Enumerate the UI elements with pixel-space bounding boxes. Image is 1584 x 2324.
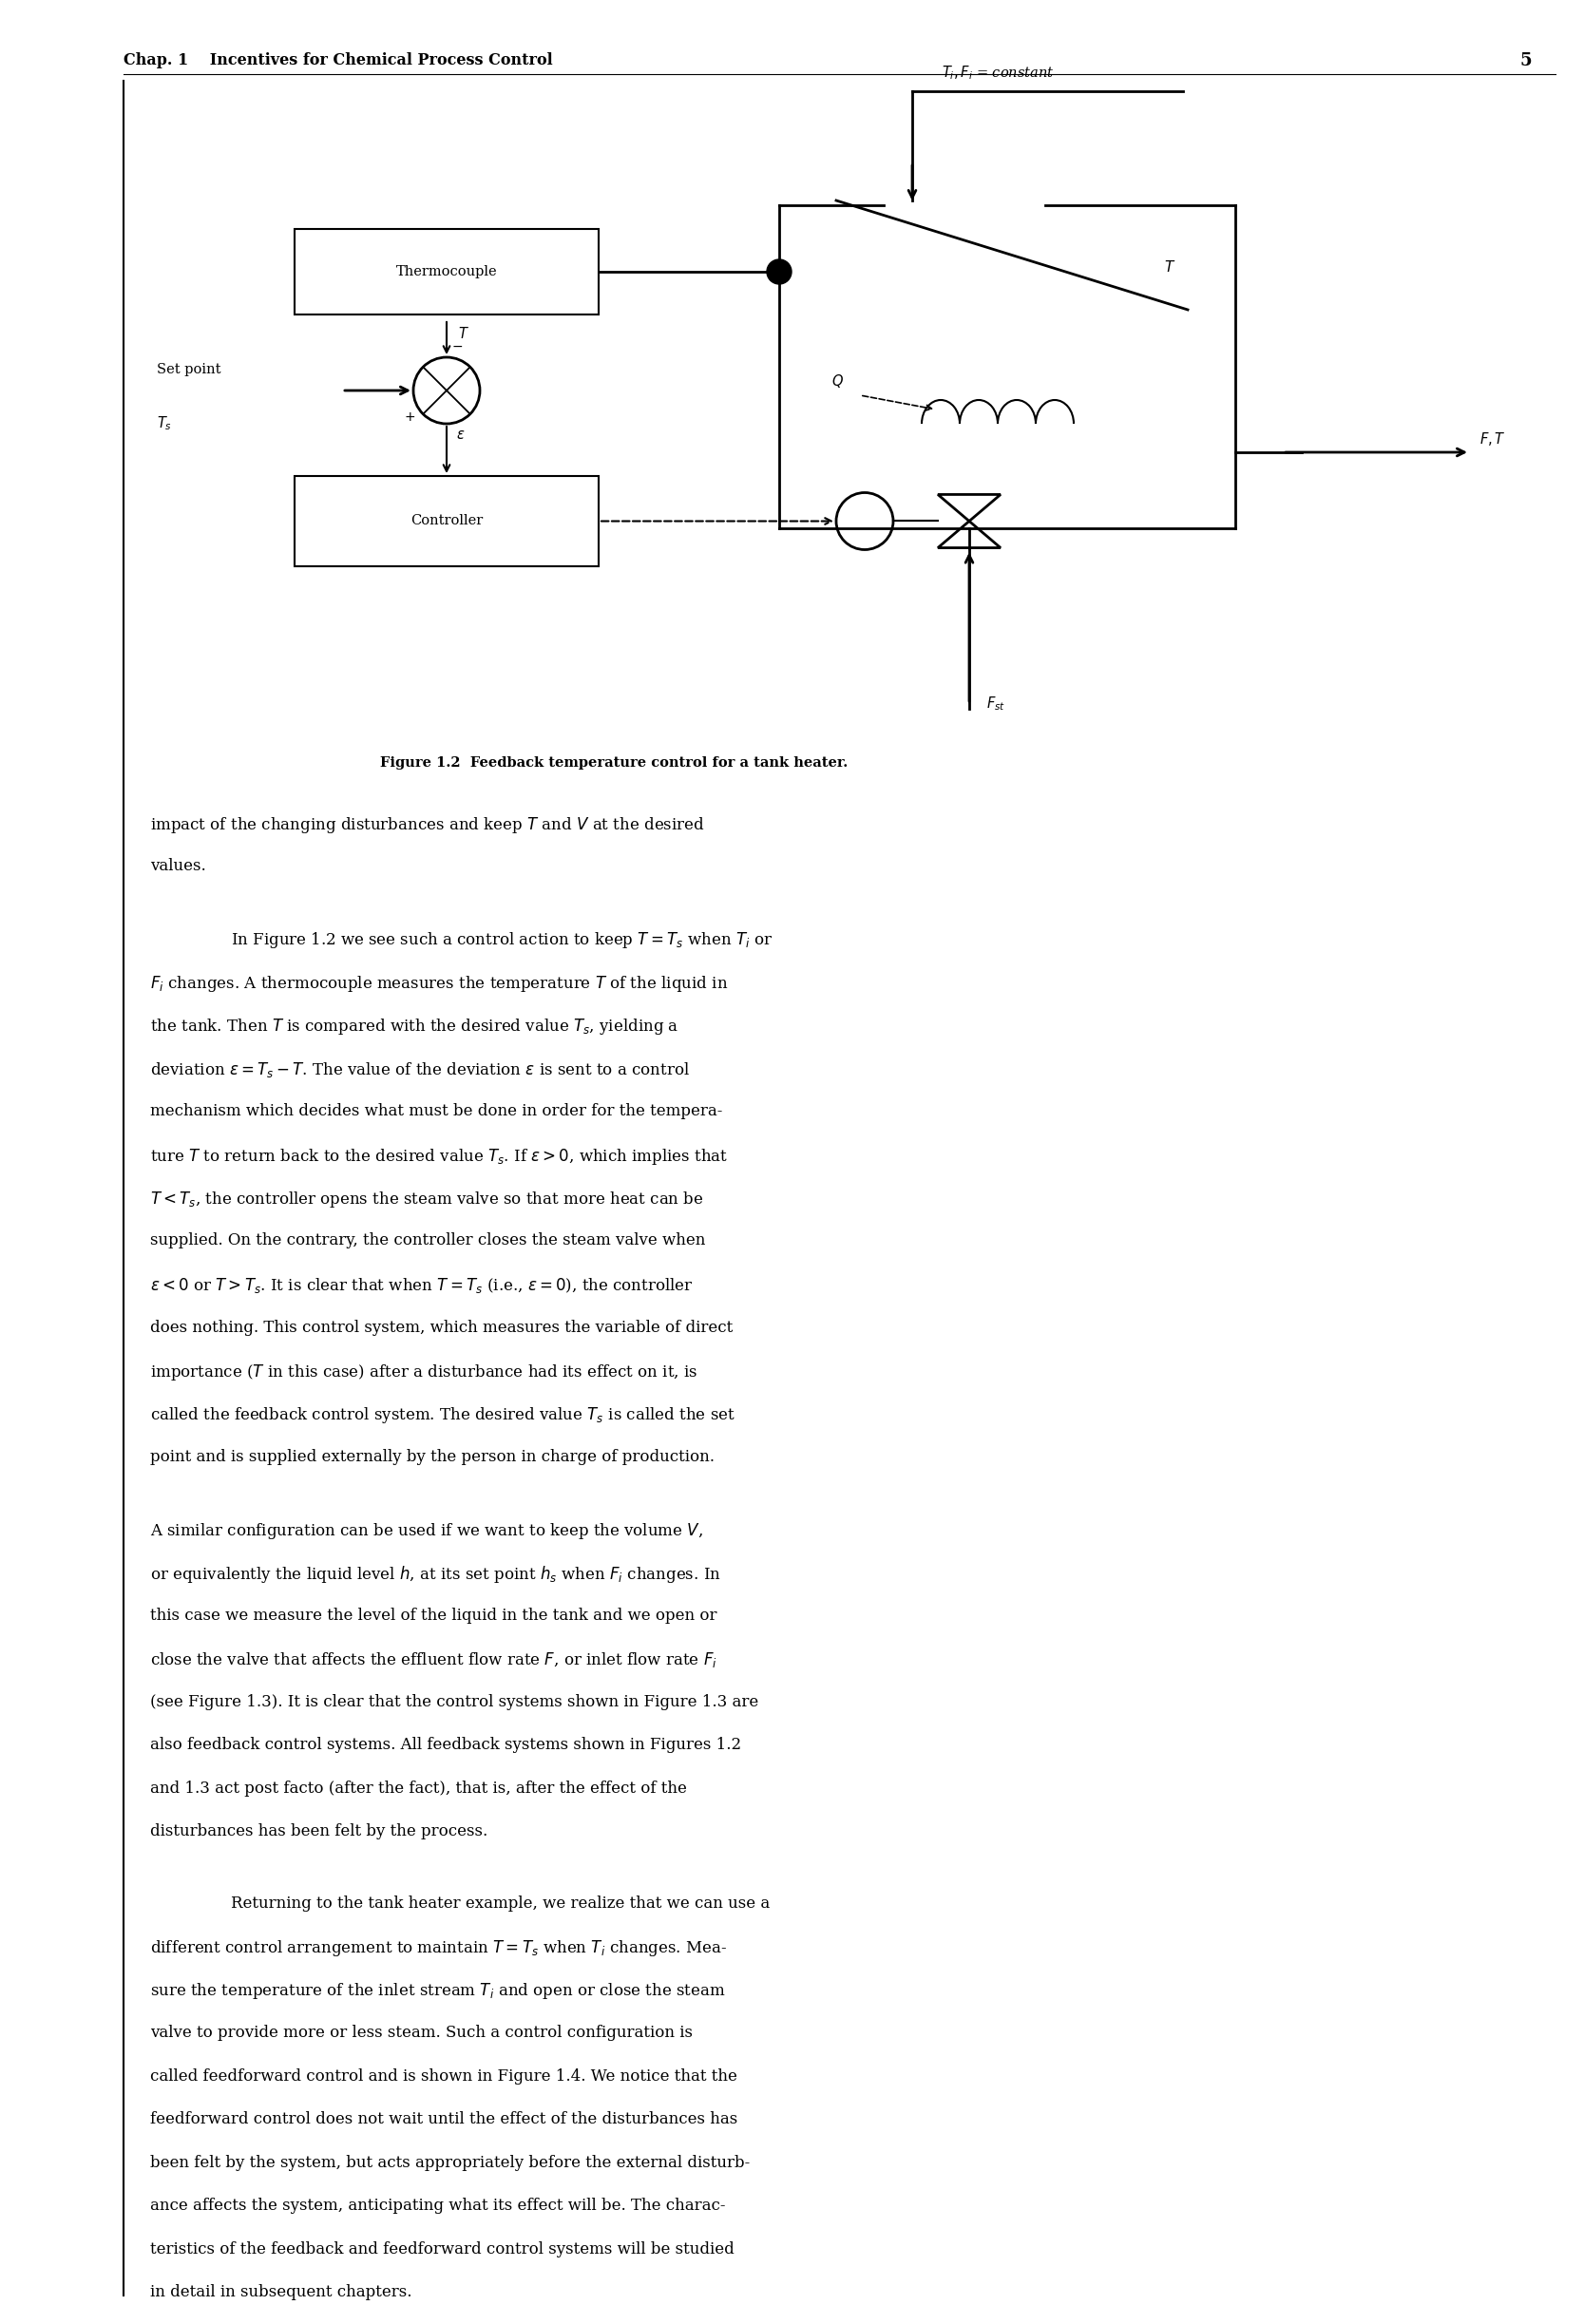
Text: $T < T_s$, the controller opens the steam valve so that more heat can be: $T < T_s$, the controller opens the stea… bbox=[150, 1190, 703, 1208]
Text: this case we measure the level of the liquid in the tank and we open or: this case we measure the level of the li… bbox=[150, 1608, 718, 1622]
Text: Figure 1.2  Feedback temperature control for a tank heater.: Figure 1.2 Feedback temperature control … bbox=[380, 755, 847, 769]
Text: Controller: Controller bbox=[410, 514, 483, 528]
Text: In Figure 1.2 we see such a control action to keep $T = T_s$ when $T_i$ or: In Figure 1.2 we see such a control acti… bbox=[231, 930, 773, 951]
Text: 5: 5 bbox=[1519, 51, 1532, 70]
Text: ance affects the system, anticipating what its effect will be. The charac-: ance affects the system, anticipating wh… bbox=[150, 2199, 725, 2215]
Text: mechanism which decides what must be done in order for the tempera-: mechanism which decides what must be don… bbox=[150, 1104, 722, 1120]
FancyBboxPatch shape bbox=[295, 476, 599, 567]
Text: feedforward control does not wait until the effect of the disturbances has: feedforward control does not wait until … bbox=[150, 2110, 738, 2126]
Text: A similar configuration can be used if we want to keep the volume $V$,: A similar configuration can be used if w… bbox=[150, 1520, 703, 1541]
Text: values.: values. bbox=[150, 858, 206, 874]
Text: supplied. On the contrary, the controller closes the steam valve when: supplied. On the contrary, the controlle… bbox=[150, 1232, 705, 1248]
Text: sure the temperature of the inlet stream $T_i$ and open or close the steam: sure the temperature of the inlet stream… bbox=[150, 1982, 725, 2001]
Text: $\varepsilon$: $\varepsilon$ bbox=[456, 428, 466, 442]
Text: the tank. Then $T$ is compared with the desired value $T_s$, yielding a: the tank. Then $T$ is compared with the … bbox=[150, 1016, 680, 1037]
Text: impact of the changing disturbances and keep $T$ and $V$ at the desired: impact of the changing disturbances and … bbox=[150, 816, 705, 834]
Text: Thermocouple: Thermocouple bbox=[396, 265, 497, 279]
Text: $+$: $+$ bbox=[404, 411, 415, 423]
Text: $F_i$ changes. A thermocouple measures the temperature $T$ of the liquid in: $F_i$ changes. A thermocouple measures t… bbox=[150, 974, 729, 992]
Text: disturbances has been felt by the process.: disturbances has been felt by the proces… bbox=[150, 1824, 488, 1838]
Circle shape bbox=[767, 260, 792, 284]
Text: Returning to the tank heater example, we realize that we can use a: Returning to the tank heater example, we… bbox=[231, 1894, 770, 1910]
Text: $F_{st}$: $F_{st}$ bbox=[987, 695, 1006, 713]
Text: $T$: $T$ bbox=[458, 325, 469, 342]
Text: Set point: Set point bbox=[157, 363, 220, 376]
FancyBboxPatch shape bbox=[295, 230, 599, 314]
Text: does nothing. This control system, which measures the variable of direct: does nothing. This control system, which… bbox=[150, 1320, 733, 1336]
Text: deviation $\varepsilon = T_s - T$. The value of the deviation $\varepsilon$ is s: deviation $\varepsilon = T_s - T$. The v… bbox=[150, 1060, 689, 1078]
Text: valve to provide more or less steam. Such a control configuration is: valve to provide more or less steam. Suc… bbox=[150, 2024, 692, 2040]
Text: been felt by the system, but acts appropriately before the external disturb-: been felt by the system, but acts approp… bbox=[150, 2154, 749, 2171]
Text: $F, T$: $F, T$ bbox=[1479, 430, 1506, 449]
Text: in detail in subsequent chapters.: in detail in subsequent chapters. bbox=[150, 2284, 412, 2301]
Text: $T_s$: $T_s$ bbox=[157, 416, 173, 432]
Text: ture $T$ to return back to the desired value $T_s$. If $\varepsilon > 0$, which : ture $T$ to return back to the desired v… bbox=[150, 1146, 729, 1167]
Text: $Q$: $Q$ bbox=[832, 372, 844, 390]
Text: different control arrangement to maintain $T = T_s$ when $T_i$ changes. Mea-: different control arrangement to maintai… bbox=[150, 1938, 727, 1959]
Text: $T$: $T$ bbox=[1164, 260, 1175, 274]
Text: importance ($T$ in this case) after a disturbance had its effect on it, is: importance ($T$ in this case) after a di… bbox=[150, 1362, 697, 1383]
Text: teristics of the feedback and feedforward control systems will be studied: teristics of the feedback and feedforwar… bbox=[150, 2240, 735, 2257]
Text: called feedforward control and is shown in Figure 1.4. We notice that the: called feedforward control and is shown … bbox=[150, 2068, 737, 2085]
Text: (see Figure 1.3). It is clear that the control systems shown in Figure 1.3 are: (see Figure 1.3). It is clear that the c… bbox=[150, 1694, 759, 1710]
Text: point and is supplied externally by the person in charge of production.: point and is supplied externally by the … bbox=[150, 1448, 714, 1464]
Text: $-$: $-$ bbox=[451, 339, 463, 353]
Text: called the feedback control system. The desired value $T_s$ is called the set: called the feedback control system. The … bbox=[150, 1406, 735, 1425]
Text: Chap. 1    Incentives for Chemical Process Control: Chap. 1 Incentives for Chemical Process … bbox=[124, 51, 553, 67]
Text: also feedback control systems. All feedback systems shown in Figures 1.2: also feedback control systems. All feedb… bbox=[150, 1736, 741, 1752]
Text: or equivalently the liquid level $h$, at its set point $h_s$ when $F_i$ changes.: or equivalently the liquid level $h$, at… bbox=[150, 1564, 721, 1585]
Text: $\varepsilon < 0$ or $T > T_s$. It is clear that when $T = T_s$ (i.e., $\varepsi: $\varepsilon < 0$ or $T > T_s$. It is cl… bbox=[150, 1276, 694, 1294]
Text: close the valve that affects the effluent flow rate $F$, or inlet flow rate $F_i: close the valve that affects the effluen… bbox=[150, 1650, 718, 1669]
Text: $T_i, F_i$ = constant: $T_i, F_i$ = constant bbox=[941, 65, 1055, 81]
Text: and 1.3 act post facto (after the fact), that is, after the effect of the: and 1.3 act post facto (after the fact),… bbox=[150, 1780, 687, 1796]
